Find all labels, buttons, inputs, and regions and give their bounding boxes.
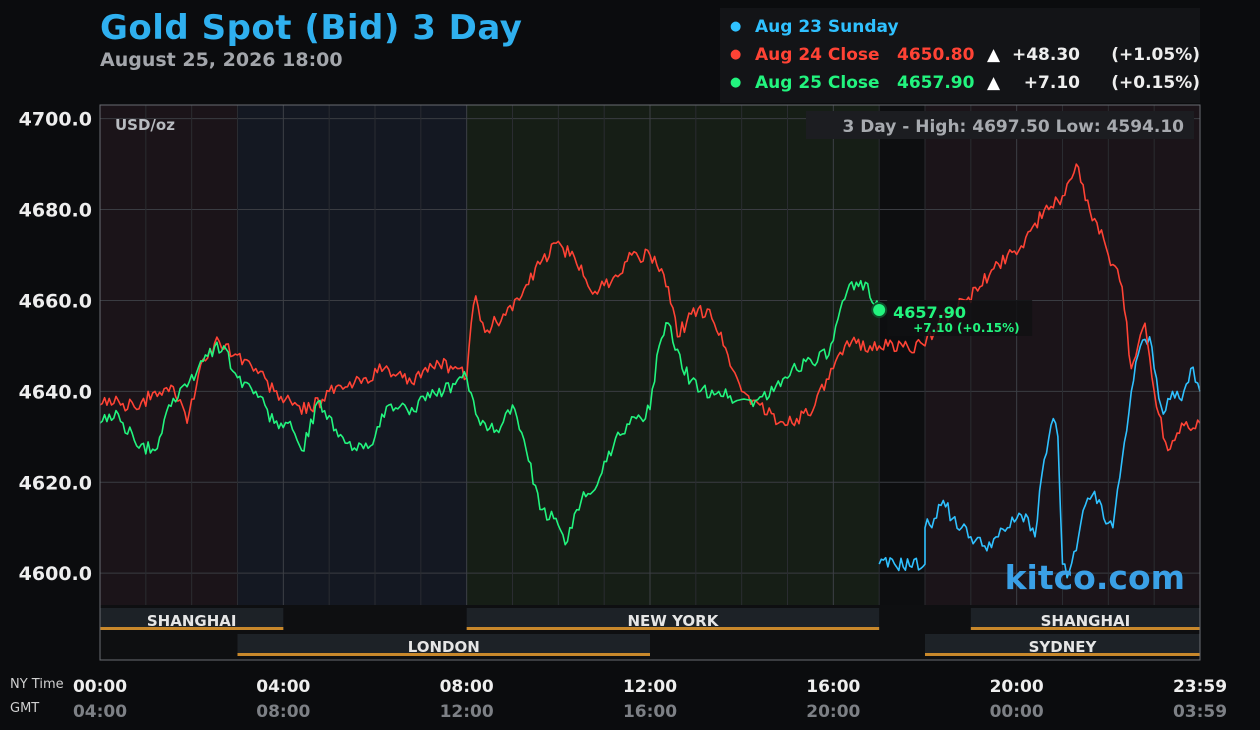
legend-item-aug24: ● Aug 24 Close 4650.80 ▲ +48.30 (+1.05%) — [730, 45, 1200, 71]
session-bar — [970, 608, 1200, 630]
session-label: NEW YORK — [628, 612, 720, 630]
x-tick-label-gmt: 12:00 — [440, 702, 494, 722]
session-underline — [237, 653, 650, 656]
session-underline — [925, 653, 1200, 656]
x-axis-label-gmt: GMT — [10, 701, 39, 716]
x-tick-label-gmt: 04:00 — [73, 702, 127, 722]
y-tick-label: 4700.0 — [19, 109, 92, 131]
x-tick-label-gmt: 03:59 — [1173, 702, 1227, 722]
x-tick-label-ny: 12:00 — [623, 677, 677, 697]
legend-label: Aug 24 Close — [755, 45, 880, 65]
session-label: SHANGHAI — [147, 612, 237, 630]
current-price-marker: 4657.90+7.10 (+0.15%) — [871, 300, 1033, 336]
session-bar — [100, 608, 284, 630]
legend-dot-icon: ● — [730, 47, 742, 62]
up-arrow-icon: ▲ — [987, 73, 1001, 93]
chart-subtitle: August 25, 2026 18:00 — [100, 49, 343, 71]
y-tick-label: 4620.0 — [19, 472, 92, 494]
session-bar — [925, 634, 1200, 656]
current-price-box — [887, 300, 1033, 336]
legend-label: Aug 25 Close — [755, 73, 880, 93]
x-tick-label-gmt: 16:00 — [623, 702, 677, 722]
session-bar — [237, 634, 650, 656]
session-label: SHANGHAI — [1041, 612, 1131, 630]
legend-change: +7.10 — [1023, 73, 1080, 93]
y-tick-label: 4640.0 — [19, 381, 92, 403]
unit-label: USD/oz — [115, 116, 175, 134]
legend-item-aug23: ● Aug 23 Sunday — [730, 17, 1195, 43]
x-tick-label-ny: 23:59 — [1173, 677, 1227, 697]
series-lines — [99, 163, 1201, 579]
plot-frame — [99, 104, 1201, 661]
session-label: LONDON — [408, 638, 480, 656]
legend-value: 4657.90 — [897, 73, 975, 93]
y-tick-label: 4600.0 — [19, 563, 92, 585]
x-tick-label-ny: 00:00 — [73, 677, 127, 697]
session-label: SYDNEY — [1029, 638, 1098, 656]
y-tick-label: 4660.0 — [19, 290, 92, 312]
x-tick-label-ny: 16:00 — [806, 677, 860, 697]
series-line — [99, 163, 1201, 452]
current-price-change: +7.10 (+0.15%) — [913, 321, 1020, 335]
watermark-logo: kitco.com — [1005, 558, 1185, 597]
x-axis-label-ny: NY Time — [10, 677, 64, 692]
legend-value: 4650.80 — [897, 45, 975, 65]
y-tick-label: 4680.0 — [19, 200, 92, 222]
session-bar — [466, 608, 880, 630]
session-background — [879, 105, 925, 605]
x-tick-label-ny: 04:00 — [256, 677, 310, 697]
legend: ● Aug 23 Sunday ● Aug 24 Close 4650.80 ▲… — [720, 8, 1200, 103]
x-tick-label-ny: 08:00 — [440, 677, 494, 697]
current-price-value: 4657.90 — [893, 303, 966, 322]
high-low-label: 3 Day - High: 4697.50 Low: 4594.10 — [842, 117, 1184, 137]
session-underline — [100, 627, 284, 630]
x-tick-label-gmt: 00:00 — [990, 702, 1044, 722]
legend-percent: (+0.15%) — [1111, 73, 1200, 93]
legend-dot-icon: ● — [730, 75, 742, 90]
series-line — [878, 336, 1201, 579]
x-tick-label-gmt: 08:00 — [256, 702, 310, 722]
chart-title: Gold Spot (Bid) 3 Day — [100, 8, 523, 48]
session-background — [100, 105, 238, 605]
axes: 4700.0 4680.0 4660.0 4640.0 4620.0 4600.0 00:0… — [10, 109, 1227, 722]
up-arrow-icon: ▲ — [987, 45, 1001, 65]
legend-label: Aug 23 Sunday — [755, 17, 899, 37]
x-tick-label-ny: 20:00 — [990, 677, 1044, 697]
high-low-box — [806, 111, 1194, 139]
current-price-dot — [871, 302, 888, 318]
legend-dot-icon: ● — [730, 19, 742, 34]
session-background — [237, 105, 467, 605]
session-underline — [466, 627, 880, 630]
x-tick-label-gmt: 20:00 — [806, 702, 860, 722]
session-background — [466, 105, 880, 605]
legend-change: +48.30 — [1011, 45, 1080, 65]
legend-item-aug25: ● Aug 25 Close 4657.90 ▲ +7.10 (+0.15%) — [730, 73, 1200, 99]
series-line — [99, 279, 880, 546]
session-underline — [970, 627, 1200, 630]
session-bars: SHANGHAI NEW YORK SHANGHAI LONDON SYDNEY — [100, 608, 1200, 656]
legend-percent: (+1.05%) — [1111, 45, 1200, 65]
